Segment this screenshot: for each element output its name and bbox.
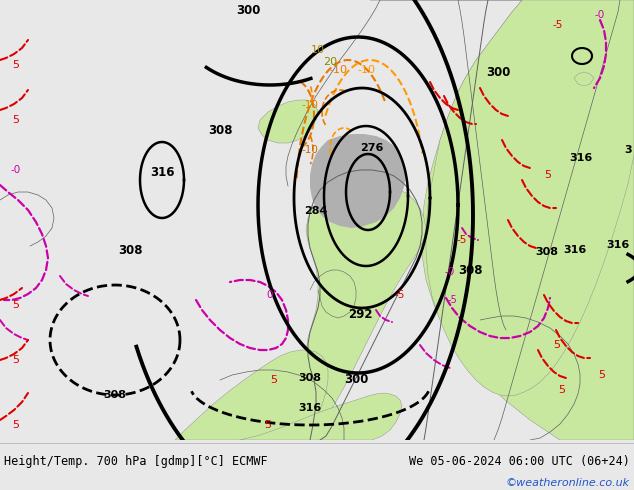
Text: 308: 308	[458, 264, 482, 276]
Text: -10: -10	[302, 145, 318, 155]
Text: -5: -5	[447, 295, 457, 305]
Polygon shape	[306, 184, 426, 440]
Text: 316: 316	[299, 403, 321, 413]
Text: 300: 300	[486, 66, 510, 78]
Text: -0: -0	[445, 267, 455, 277]
Text: 5: 5	[13, 60, 20, 70]
Text: 316: 316	[606, 240, 630, 250]
Text: 5: 5	[559, 385, 566, 395]
Text: 10: 10	[311, 45, 325, 55]
Text: 5: 5	[13, 355, 20, 365]
Polygon shape	[380, 0, 634, 440]
Text: 5: 5	[264, 420, 271, 430]
Text: 300: 300	[344, 372, 368, 386]
Text: -0: -0	[595, 10, 605, 20]
Text: 3: 3	[624, 145, 632, 155]
Polygon shape	[175, 350, 328, 440]
Text: 0: 0	[267, 290, 273, 300]
Text: -5: -5	[395, 290, 405, 300]
Text: 300: 300	[236, 3, 260, 17]
Text: 276: 276	[360, 143, 384, 153]
Text: 5: 5	[598, 370, 605, 380]
Text: 20: 20	[323, 57, 337, 67]
Polygon shape	[370, 0, 634, 396]
Text: 5: 5	[13, 115, 20, 125]
Text: -5: -5	[553, 20, 563, 30]
Text: 308: 308	[103, 390, 127, 400]
Text: -10: -10	[329, 65, 347, 75]
Polygon shape	[574, 72, 594, 86]
Text: -5: -5	[457, 235, 467, 245]
Text: 308: 308	[536, 247, 559, 257]
Text: 308: 308	[299, 373, 321, 383]
Text: 5: 5	[553, 340, 560, 350]
Text: 5: 5	[545, 170, 552, 180]
Text: Height/Temp. 700 hPa [gdmp][°C] ECMWF: Height/Temp. 700 hPa [gdmp][°C] ECMWF	[4, 455, 268, 468]
Text: 284: 284	[304, 206, 328, 216]
Text: -0: -0	[11, 165, 21, 175]
Text: -10: -10	[302, 100, 318, 110]
Text: 5: 5	[13, 420, 20, 430]
Text: -10: -10	[357, 65, 375, 75]
Polygon shape	[310, 134, 406, 228]
Text: 308: 308	[118, 244, 142, 256]
Text: 316: 316	[569, 153, 593, 163]
Text: 316: 316	[150, 166, 174, 178]
Polygon shape	[258, 100, 318, 143]
Text: 292: 292	[348, 308, 372, 320]
Text: 5: 5	[13, 300, 20, 310]
Text: We 05-06-2024 06:00 UTC (06+24): We 05-06-2024 06:00 UTC (06+24)	[409, 455, 630, 468]
Text: ©weatheronline.co.uk: ©weatheronline.co.uk	[506, 478, 630, 488]
Text: 5: 5	[271, 375, 278, 385]
Text: 308: 308	[208, 123, 232, 137]
Polygon shape	[240, 393, 402, 440]
Text: 316: 316	[564, 245, 586, 255]
